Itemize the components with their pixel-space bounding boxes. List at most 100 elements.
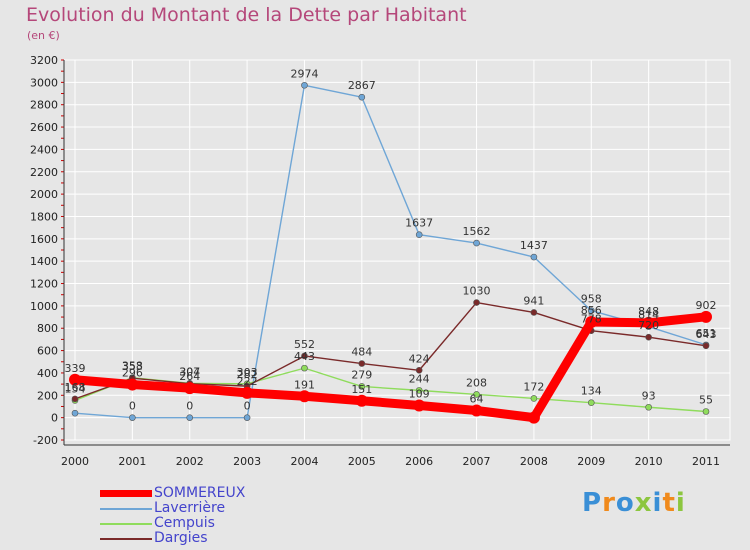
logo-letter: o bbox=[615, 488, 635, 518]
data-point-laverrire bbox=[530, 253, 538, 261]
data-point-sommereux bbox=[69, 373, 81, 386]
data-point-dargies bbox=[301, 352, 308, 360]
data-label-cempuis: 244 bbox=[409, 372, 430, 385]
y-tick-label: 1600 bbox=[30, 233, 58, 246]
data-point-dargies bbox=[645, 333, 652, 341]
data-point-cempuis bbox=[473, 391, 480, 398]
data-point-sommereux bbox=[183, 382, 196, 395]
data-label-cempuis: 154 bbox=[65, 382, 86, 395]
legend-label: Cempuis bbox=[154, 515, 215, 531]
data-point-sommereux bbox=[642, 316, 655, 329]
data-point-sommereux bbox=[700, 310, 712, 323]
data-label-sommereux: 848 bbox=[638, 305, 659, 318]
data-label-laverrire: 958 bbox=[581, 293, 602, 306]
x-tick-label: 2002 bbox=[176, 455, 204, 468]
data-label-cempuis: 93 bbox=[642, 389, 656, 402]
data-label-laverrire: 814 bbox=[638, 309, 659, 322]
logo-letter: x bbox=[634, 488, 653, 518]
data-point-dargies bbox=[358, 360, 366, 367]
data-label-cempuis: 134 bbox=[581, 385, 602, 398]
x-tick-label: 2011 bbox=[692, 455, 720, 468]
data-point-cempuis bbox=[702, 408, 710, 415]
data-point-laverrire bbox=[587, 307, 595, 314]
x-tick-label: 2000 bbox=[61, 455, 89, 468]
y-tick-label: 2400 bbox=[30, 143, 58, 156]
data-label-laverrire: 0 bbox=[244, 400, 251, 413]
legend-swatch bbox=[100, 508, 152, 510]
data-label-laverrire: 1437 bbox=[520, 239, 548, 252]
data-label-dargies: 484 bbox=[351, 346, 372, 359]
data-label-sommereux: 339 bbox=[65, 362, 86, 375]
y-tick-label: 1400 bbox=[30, 255, 58, 268]
x-tick-label: 2001 bbox=[118, 455, 146, 468]
data-point-cempuis bbox=[645, 403, 652, 411]
y-tick-label: 1200 bbox=[30, 278, 58, 291]
data-point-cempuis bbox=[415, 387, 423, 394]
data-point-laverrire bbox=[415, 231, 423, 238]
data-label-sommereux: 151 bbox=[351, 383, 372, 396]
data-label-dargies: 720 bbox=[638, 319, 659, 332]
data-point-sommereux bbox=[470, 404, 483, 417]
logo-letter: r bbox=[602, 488, 616, 518]
legend-label: Dargies bbox=[154, 530, 208, 546]
data-point-sommereux bbox=[298, 390, 311, 403]
data-label-dargies: 941 bbox=[523, 294, 544, 307]
data-label-sommereux: 222 bbox=[237, 375, 258, 388]
y-tick-label: 1800 bbox=[30, 210, 58, 223]
data-label-cempuis: 303 bbox=[237, 366, 258, 379]
data-label-sommereux: 191 bbox=[294, 378, 315, 391]
data-label-laverrire: 0 bbox=[129, 400, 136, 413]
data-label-sommereux: 64 bbox=[470, 392, 484, 405]
data-label-dargies: 424 bbox=[409, 352, 430, 365]
data-label-laverrire: 2867 bbox=[348, 79, 376, 92]
y-tick-label: 2000 bbox=[30, 188, 58, 201]
y-tick-label: 2800 bbox=[30, 99, 58, 112]
data-label-laverrire: 0 bbox=[186, 400, 193, 413]
y-tick-label: 0 bbox=[51, 412, 58, 425]
y-tick-label: 600 bbox=[37, 345, 58, 358]
logo-letter: i bbox=[675, 488, 686, 518]
data-label-dargies: 282 bbox=[237, 368, 258, 381]
data-label-cempuis: 443 bbox=[294, 350, 315, 363]
data-label-cempuis: 279 bbox=[351, 368, 372, 381]
legend-swatch bbox=[100, 490, 152, 497]
data-label-cempuis: 55 bbox=[699, 394, 713, 407]
y-tick-label: 3200 bbox=[30, 54, 58, 67]
data-point-laverrire bbox=[301, 81, 308, 89]
data-label-cempuis: 208 bbox=[466, 376, 487, 389]
legend-swatch bbox=[100, 523, 152, 525]
logo-letter: t bbox=[662, 488, 676, 518]
legend-label: SOMMEREUX bbox=[154, 485, 246, 501]
data-point-dargies bbox=[71, 395, 79, 403]
logo-letter: P bbox=[582, 488, 603, 518]
x-tick-label: 2004 bbox=[290, 455, 318, 468]
y-tick-label: 400 bbox=[37, 367, 58, 380]
data-label-sommereux: 109 bbox=[409, 387, 430, 400]
data-label-dargies: 1030 bbox=[463, 285, 491, 298]
legend-label: Laverrière bbox=[154, 500, 226, 516]
y-tick-label: 1000 bbox=[30, 300, 58, 313]
data-point-sommereux bbox=[241, 386, 254, 399]
data-point-dargies bbox=[702, 342, 710, 350]
logo-letter: i bbox=[652, 488, 663, 518]
data-label-dargies: 778 bbox=[581, 313, 602, 326]
data-label-sommereux: 856 bbox=[581, 304, 602, 317]
x-tick-label: 2003 bbox=[233, 455, 261, 468]
x-tick-label: 2006 bbox=[405, 455, 433, 468]
data-point-cempuis bbox=[530, 395, 538, 402]
data-label-dargies: 643 bbox=[696, 328, 717, 341]
data-point-laverrire bbox=[473, 239, 480, 247]
plot-area bbox=[63, 59, 731, 441]
data-point-dargies bbox=[415, 366, 423, 374]
data-point-sommereux bbox=[126, 378, 139, 391]
y-tick-label: -200 bbox=[33, 434, 58, 447]
y-tick-label: 200 bbox=[37, 389, 58, 402]
y-tick-label: 3000 bbox=[30, 76, 58, 89]
line-chart: -200020040060080010001200140016001800200… bbox=[30, 54, 731, 468]
data-point-sommereux bbox=[355, 394, 368, 407]
data-label-cempuis: 172 bbox=[523, 380, 544, 393]
data-point-cempuis bbox=[358, 383, 366, 390]
data-label-sommereux: 902 bbox=[696, 299, 717, 312]
x-tick-label: 2008 bbox=[520, 455, 548, 468]
data-point-sommereux bbox=[413, 399, 426, 412]
